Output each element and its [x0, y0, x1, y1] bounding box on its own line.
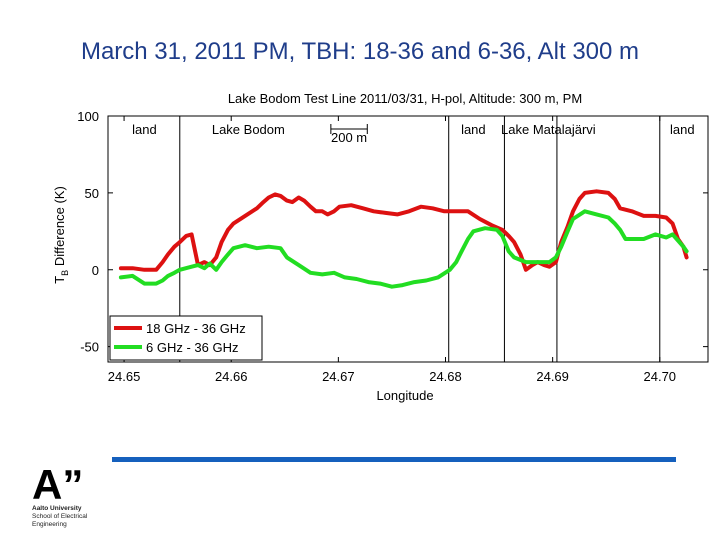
y-tick-label-1: 50 [85, 186, 99, 201]
y-tick-label-0: 100 [77, 109, 99, 124]
legend: 18 GHz - 36 GHz 6 GHz - 36 GHz [110, 316, 262, 360]
y-label-main: T [52, 276, 67, 284]
logo-line-university: Aalto University [32, 505, 87, 513]
logo-line-school: School of Electrical [32, 513, 87, 521]
x-tick-label-0: 24.65 [108, 369, 141, 384]
legend-label-0: 18 GHz - 36 GHz [146, 321, 246, 336]
y-label-rest: Difference (K) [52, 186, 67, 270]
x-axis-label: Longitude [376, 388, 433, 403]
footer-divider [112, 457, 676, 462]
x-tick-label-5: 24.70 [644, 369, 677, 384]
logo-text: Aalto University School of Electrical En… [32, 505, 87, 529]
x-tick-label-3: 24.68 [429, 369, 462, 384]
x-tick-label-1: 24.66 [215, 369, 248, 384]
x-tick-label-2: 24.67 [322, 369, 355, 384]
x-tick-label-4: 24.69 [536, 369, 569, 384]
y-tick-label-3: -50 [80, 340, 99, 355]
legend-label-1: 6 GHz - 36 GHz [146, 340, 238, 355]
aalto-logo-icon: A” [32, 463, 102, 503]
chart-title: Lake Bodom Test Line 2011/03/31, H-pol, … [228, 91, 582, 106]
logo-mark-text: A” [32, 463, 83, 503]
region-label-4: land [670, 122, 695, 137]
logo-line-department: Engineering [32, 521, 87, 529]
region-label-0: land [132, 122, 157, 137]
line-chart: Lake Bodom Test Line 2011/03/31, H-pol, … [0, 0, 720, 460]
region-label-3: Lake Matalajärvi [501, 122, 596, 137]
y-tick-label-2: 0 [92, 263, 99, 278]
region-label-1: Lake Bodom [212, 122, 285, 137]
region-label-2: land [461, 122, 486, 137]
y-axis-label: TB Difference (K) [52, 186, 70, 284]
y-axis-label-text: TB Difference (K) [52, 186, 70, 284]
scale-bar-label: 200 m [331, 130, 367, 145]
